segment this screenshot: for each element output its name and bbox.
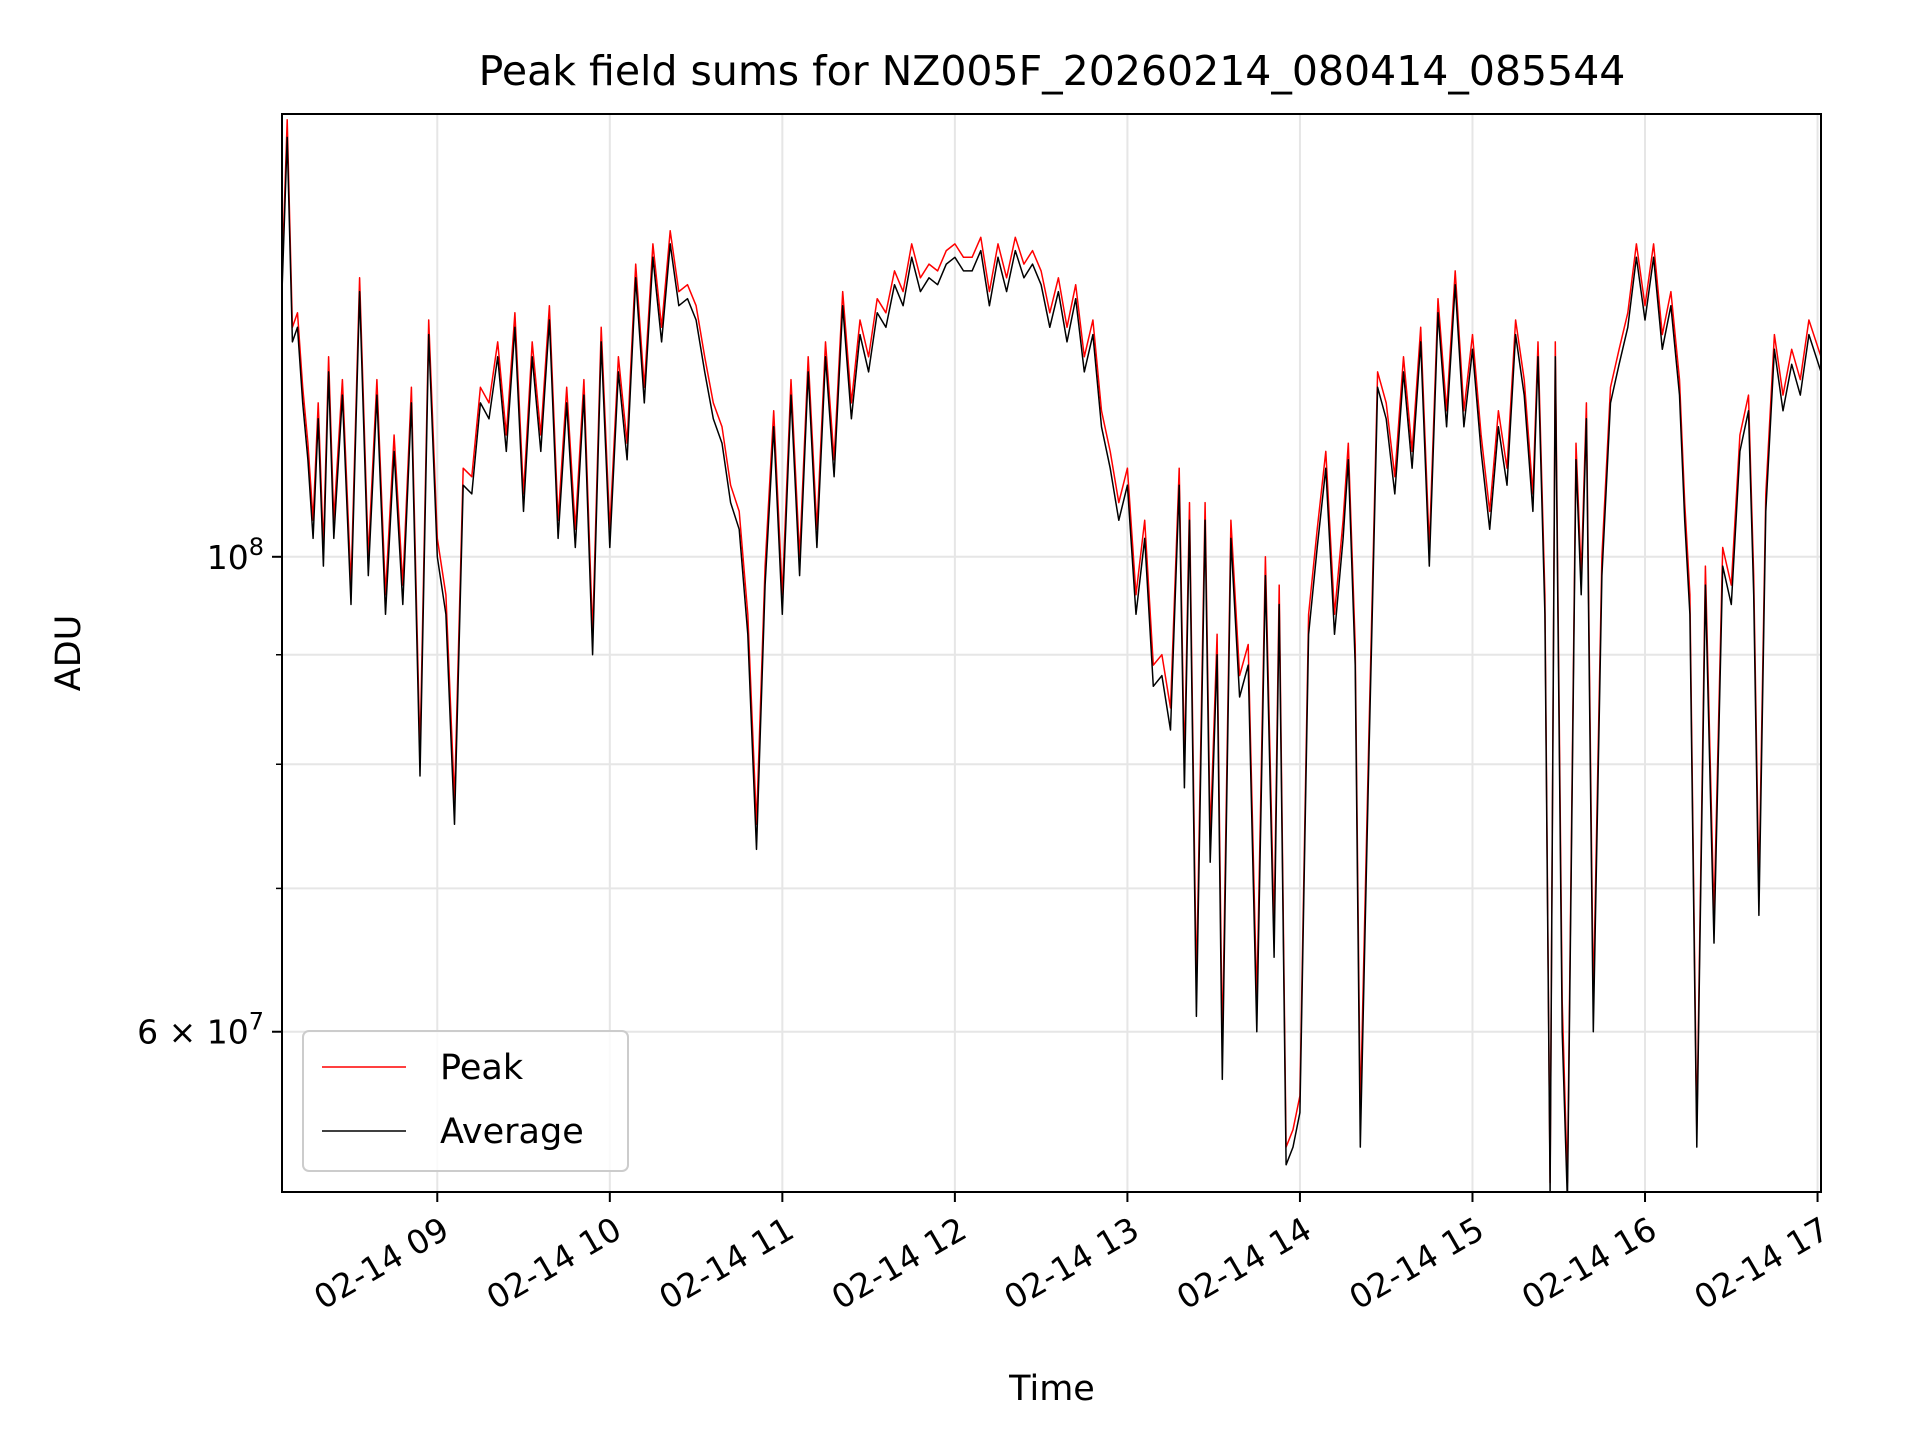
chart-title: Peak field sums for NZ005F_20260214_0804…	[479, 47, 1626, 95]
plot-frame	[281, 113, 1822, 1193]
series-lines	[282, 119, 1821, 1192]
y-axis: 108 6 × 107	[137, 533, 282, 1052]
y-tick-label: 6 × 107	[137, 1008, 264, 1052]
y-axis-label: ADU	[49, 615, 89, 692]
y-tick-label: 108	[207, 533, 264, 577]
x-axis-label: Time	[1008, 1369, 1095, 1409]
legend: Peak Average	[302, 1030, 629, 1172]
grid-lines	[282, 114, 1821, 1192]
legend-peak-label: Peak	[440, 1048, 524, 1088]
series-line-average	[282, 136, 1821, 1192]
legend-average-label: Average	[440, 1112, 584, 1152]
legend-box	[302, 1030, 629, 1172]
